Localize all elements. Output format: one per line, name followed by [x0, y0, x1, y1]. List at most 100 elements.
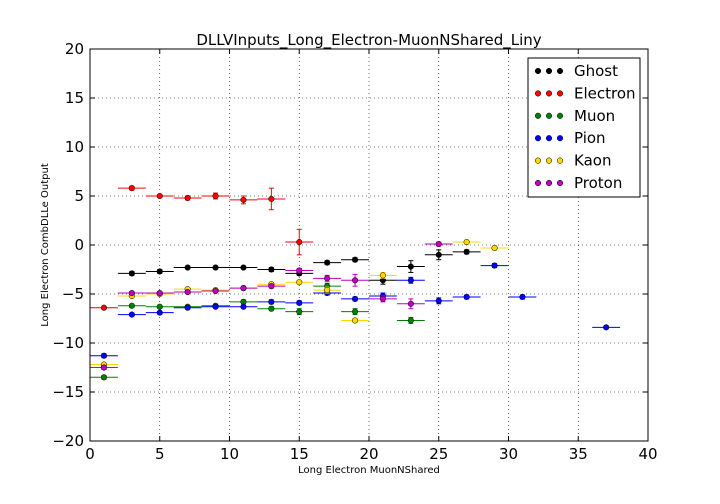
legend-marker	[556, 90, 564, 97]
data-point	[156, 192, 163, 200]
data-point	[212, 192, 219, 200]
data-point	[268, 283, 275, 290]
x-tick-label: 15	[290, 445, 309, 463]
legend-item-pion: Pion	[534, 129, 606, 147]
data-point	[435, 297, 442, 304]
data-point	[128, 289, 135, 297]
y-tick-label: −15	[52, 383, 84, 401]
data-point	[100, 352, 107, 359]
legend-item-proton: Proton	[534, 174, 622, 192]
data-point	[407, 277, 414, 284]
data-point	[324, 259, 331, 266]
y-axis-label: Long Electron CombDLLe Output	[40, 163, 51, 327]
data-point	[128, 185, 135, 192]
data-point	[240, 264, 247, 271]
data-point	[128, 302, 135, 309]
legend-marker	[534, 179, 542, 187]
series-proton	[90, 240, 453, 371]
data-point	[352, 308, 359, 315]
y-axis-ticks: −20 −15 −10 −5 0 5 10 15 20	[52, 40, 648, 450]
legend-marker	[545, 90, 553, 97]
x-tick-label: 30	[499, 445, 518, 463]
data-point	[296, 299, 303, 306]
data-point	[435, 240, 442, 248]
series-electron	[90, 185, 314, 311]
y-tick-label: 5	[74, 187, 84, 205]
data-point	[352, 317, 359, 324]
data-point	[156, 309, 163, 316]
data-point	[240, 303, 247, 310]
data-point	[324, 275, 331, 282]
legend-label: Proton	[574, 174, 622, 192]
x-tick-label: 10	[220, 445, 239, 463]
legend: Ghost Electron Muon Pion Kaon Proton	[527, 57, 641, 198]
data-point	[212, 264, 219, 271]
legend-marker	[545, 135, 553, 142]
legend-item-kaon: Kaon	[534, 152, 611, 170]
legend-item-electron: Electron	[534, 84, 636, 102]
data-point	[352, 277, 359, 284]
data-point	[352, 295, 359, 302]
legend-marker	[534, 135, 542, 142]
data-point	[184, 264, 191, 271]
plot-frame	[89, 48, 649, 442]
x-tick-label: 0	[85, 445, 95, 463]
data-point	[296, 267, 303, 274]
data-point	[407, 263, 414, 270]
data-point	[128, 270, 135, 277]
data-point	[212, 303, 219, 310]
data-point	[491, 262, 498, 269]
legend-label: Pion	[574, 129, 606, 147]
y-tick-label: 15	[65, 89, 84, 107]
legend-label: Muon	[574, 107, 615, 125]
legend-marker	[556, 157, 564, 164]
data-point	[435, 251, 442, 258]
data-point	[156, 268, 163, 275]
data-point	[100, 304, 107, 311]
y-tick-label: −20	[52, 432, 84, 450]
legend-marker	[556, 67, 564, 75]
x-tick-label: 40	[638, 445, 657, 463]
x-tick-label: 35	[569, 445, 588, 463]
data-series	[90, 185, 621, 381]
legend-marker	[545, 179, 553, 187]
y-tick-label: 0	[74, 236, 84, 254]
y-tick-label: 10	[65, 138, 84, 156]
legend-marker	[556, 112, 564, 119]
data-point	[379, 272, 387, 279]
data-point	[240, 285, 247, 292]
x-axis-label: Long Electron MuonNShared	[298, 465, 440, 476]
series-pion	[90, 262, 621, 359]
data-point	[184, 194, 191, 202]
data-point	[379, 295, 387, 302]
data-point	[100, 364, 107, 371]
data-point	[268, 266, 275, 273]
data-point	[268, 195, 275, 202]
data-point	[184, 288, 191, 296]
x-axis-ticks: 0 5 10 15 20 25 30 35 40	[85, 49, 658, 463]
data-point	[324, 287, 331, 294]
legend-marker	[534, 67, 542, 75]
legend-label: Ghost	[574, 62, 618, 80]
data-point	[100, 374, 107, 381]
y-tick-label: −10	[52, 334, 84, 352]
data-point	[212, 288, 219, 295]
legend-item-ghost: Ghost	[534, 62, 618, 80]
data-point	[268, 298, 275, 305]
legend-marker	[556, 135, 564, 142]
y-tick-label: −5	[62, 285, 84, 303]
legend-marker	[534, 112, 542, 119]
x-tick-label: 20	[359, 445, 378, 463]
data-point	[128, 311, 135, 318]
data-point	[463, 248, 470, 255]
data-point	[519, 293, 526, 300]
data-point	[352, 256, 359, 263]
y-tick-label: 20	[65, 40, 84, 58]
legend-marker	[556, 179, 564, 187]
x-tick-label: 5	[155, 445, 165, 463]
data-point	[156, 303, 163, 310]
data-point	[407, 300, 414, 307]
data-point	[184, 304, 191, 311]
data-point	[407, 317, 414, 324]
